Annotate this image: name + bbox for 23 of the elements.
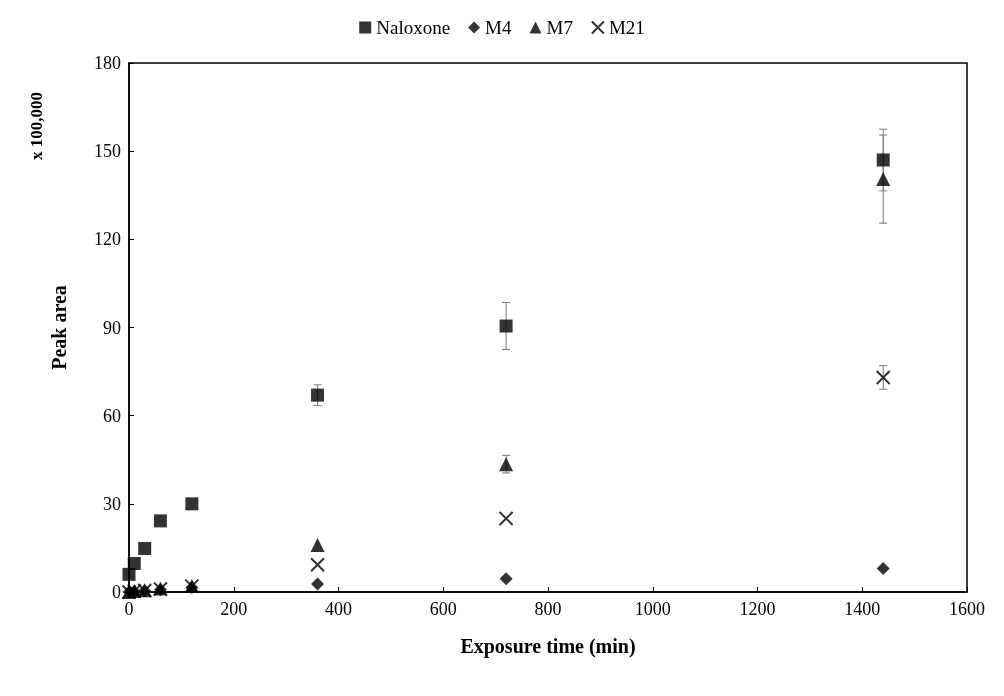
y-axis-title: Peak area (48, 285, 70, 370)
legend-label: M4 (485, 17, 512, 38)
text: x 100,000 (26, 92, 46, 160)
y-tick-label: 60 (103, 405, 121, 426)
y-tick-label: 30 (103, 493, 121, 514)
legend-label: Naloxone (376, 17, 451, 38)
x-tick-label: 1400 (844, 599, 881, 619)
legend-label: M7 (546, 17, 573, 38)
x-tick-label: 800 (534, 599, 562, 619)
x-tick-label: 400 (325, 599, 352, 619)
x-tick-label: 1600 (949, 599, 985, 619)
x-tick-label: 1000 (634, 599, 671, 619)
y-tick-label: 120 (94, 229, 121, 250)
y-tick-label: 150 (94, 141, 121, 162)
x-tick-label: 0 (124, 599, 134, 619)
x-tick-label: 200 (220, 599, 248, 619)
legend-label: M21 (608, 17, 645, 38)
y-tick-label: 0 (112, 582, 121, 602)
x-tick-label: 1200 (739, 599, 776, 619)
y-tick-label: 180 (94, 53, 121, 73)
x-axis-title: Exposure time (min) (460, 635, 636, 658)
x-tick-label: 600 (429, 599, 457, 619)
y-tick-label: 90 (103, 317, 121, 338)
